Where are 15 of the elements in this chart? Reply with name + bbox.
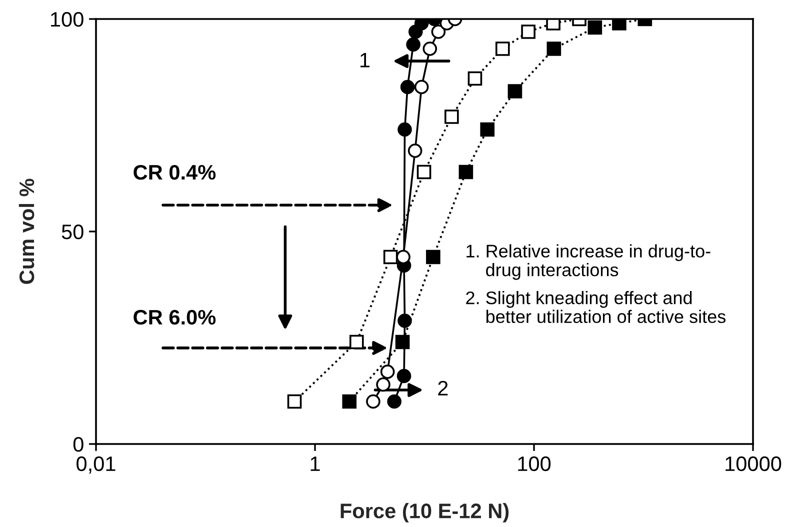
annotation: 1	[360, 52, 370, 68]
x-tick-label: 100	[518, 456, 551, 472]
annotation: 1. Relative increase in drug-to- drug interactions	[466, 244, 710, 280]
annotation: CR 6.0%	[134, 310, 216, 325]
y-tick-label: 0	[73, 437, 84, 452]
y-tick-label: 100	[51, 12, 84, 27]
x-axis-title: Force (10 E-12 N)	[340, 503, 509, 522]
x-tick-label: 0,01	[76, 456, 116, 474]
x-tick-label: 10000	[726, 456, 782, 472]
annotation: 2	[438, 380, 448, 396]
annotation: CR 0.4%	[134, 164, 216, 180]
annotation: 2. Slight kneading effect and better utilization of active sites	[466, 291, 726, 324]
x-tick-label: 1	[310, 456, 320, 471]
y-tick-label: 50	[62, 224, 84, 240]
y-axis-title: Cum vol %	[18, 178, 34, 284]
